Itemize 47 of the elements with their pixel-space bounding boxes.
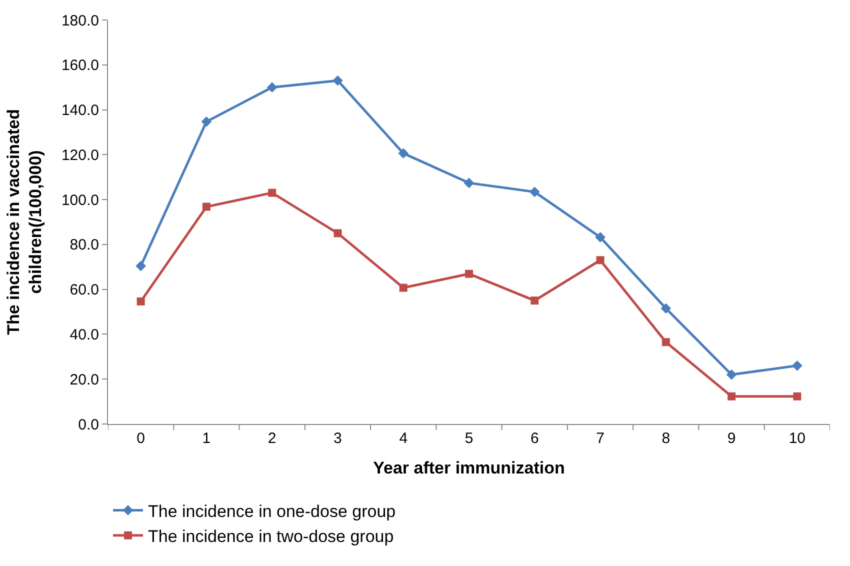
point	[596, 256, 604, 264]
y-tick-label: 60.0	[70, 282, 99, 299]
x-tick-label: 4	[399, 430, 408, 447]
y-tick-label: 0.0	[78, 416, 99, 434]
x-axis-title: Year after immunization	[373, 458, 565, 478]
point	[793, 392, 802, 400]
point	[728, 392, 736, 400]
point	[399, 284, 408, 292]
point	[662, 338, 670, 346]
x-tick-label: 2	[268, 430, 276, 447]
point	[201, 116, 212, 127]
x-tick-label: 6	[530, 430, 539, 447]
x-tick-label: 9	[727, 430, 736, 447]
point	[660, 303, 672, 314]
point	[268, 188, 276, 197]
y-tick-label: 140.0	[61, 102, 99, 120]
y-tick-label: 180.0	[61, 12, 99, 30]
y-tick-label: 80.0	[70, 236, 99, 254]
x-tick-label: 7	[596, 430, 604, 447]
legend-label: The incidence in one-dose group	[148, 502, 396, 521]
y-tick-label: 40.0	[70, 326, 99, 344]
y-axis-title: The incidence in vaccinated children(/100,000)	[4, 109, 46, 335]
y-tick-label: 160.0	[61, 57, 99, 74]
y-tick-label: 20.0	[70, 371, 99, 388]
x-tick-label: 10	[788, 430, 806, 447]
point	[792, 360, 802, 371]
point	[136, 260, 146, 272]
point	[202, 202, 210, 211]
point	[136, 297, 145, 306]
x-tick-label: 5	[464, 430, 474, 447]
point	[726, 369, 737, 380]
point	[465, 270, 473, 278]
point	[595, 232, 606, 242]
point	[464, 178, 474, 188]
x-tick-label: 8	[662, 430, 670, 447]
point	[332, 75, 343, 86]
y-tick-label: 100.0	[61, 192, 99, 209]
x-tick-label: 3	[334, 430, 342, 447]
point	[266, 82, 278, 93]
x-tick-label: 1	[202, 430, 211, 447]
point	[334, 229, 342, 238]
point	[529, 186, 540, 198]
y-tick-label: 120.0	[61, 146, 99, 164]
x-tick-label: 0	[136, 430, 145, 447]
legend-label: The incidence in two-dose group	[148, 526, 394, 546]
point	[398, 148, 409, 159]
point	[530, 296, 539, 305]
